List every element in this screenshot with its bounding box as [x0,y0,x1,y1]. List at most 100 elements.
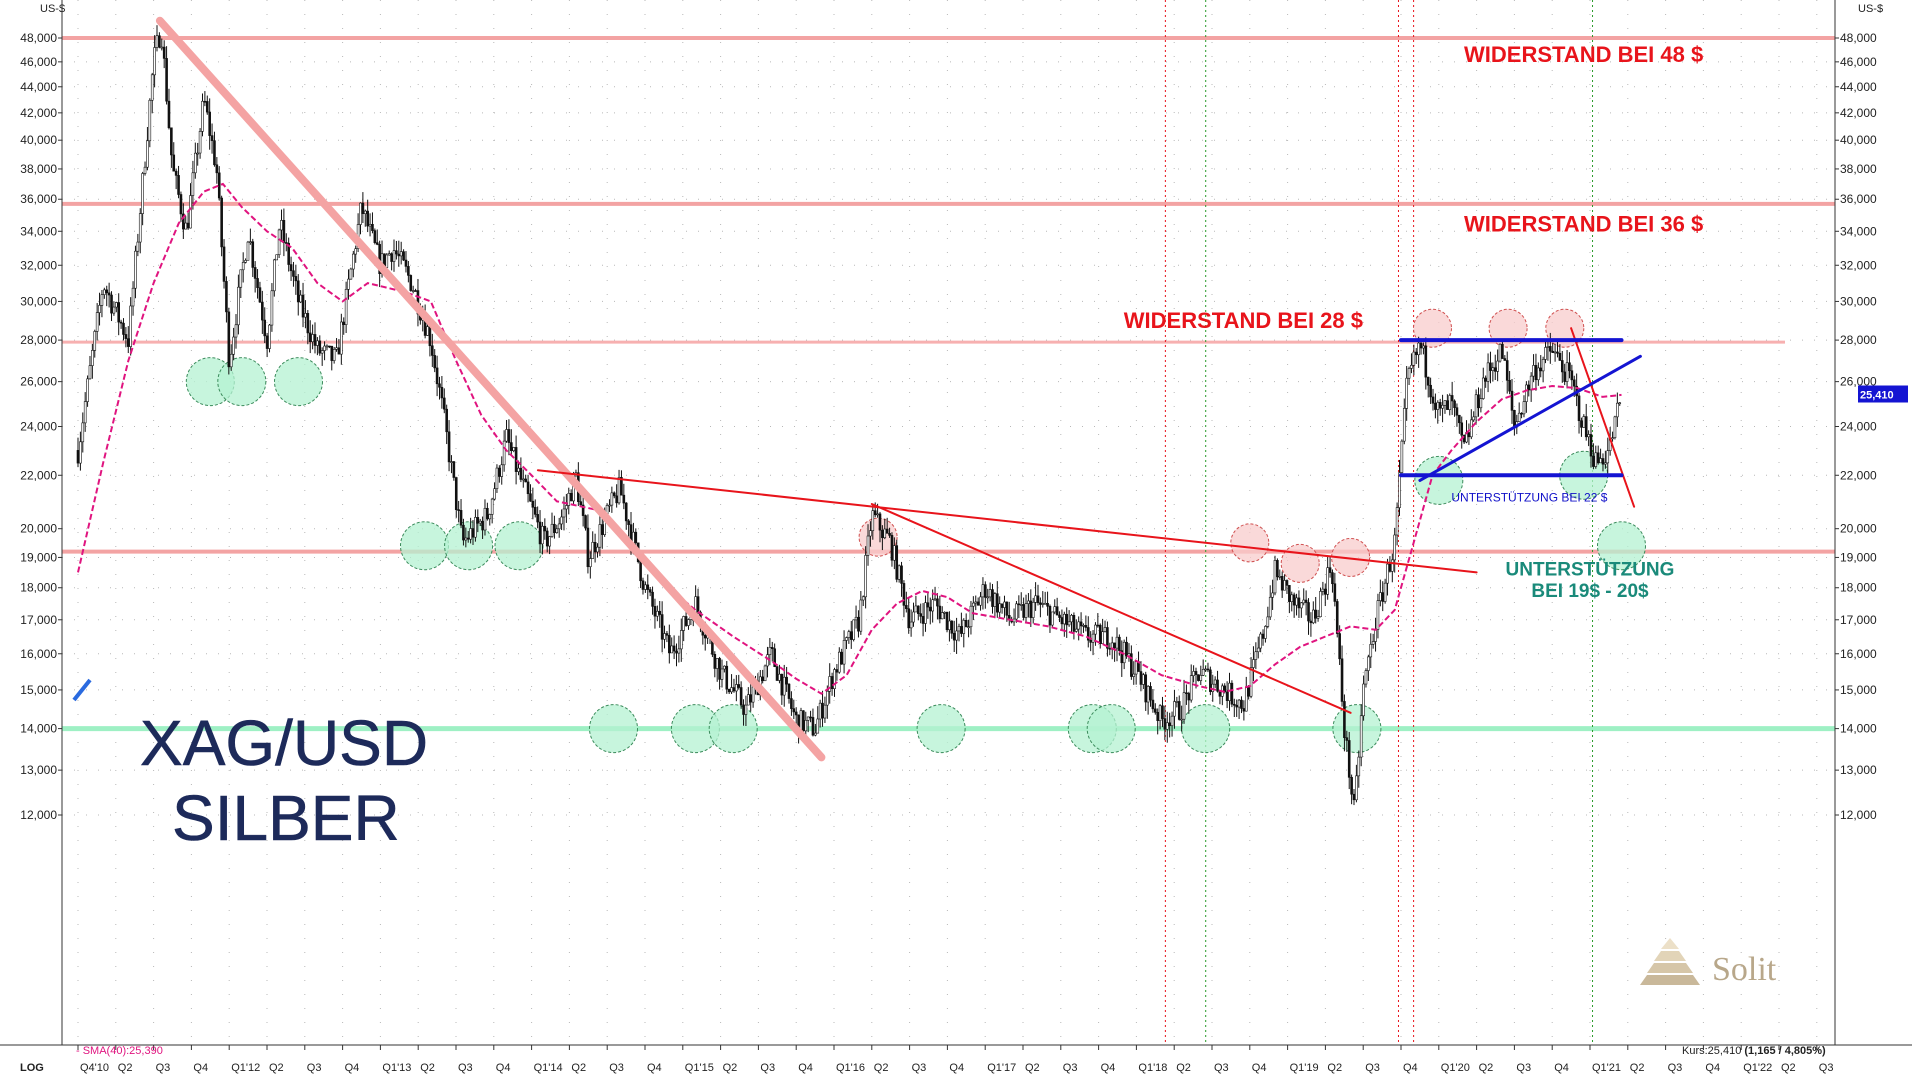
candle-body [1154,708,1157,713]
y-tick-label-right: 14,000 [1840,722,1877,736]
candle-body [129,305,132,347]
x-tick-label: Q2 [1479,1062,1494,1074]
candle-body [1206,668,1210,671]
candle-body [1309,620,1313,624]
solit-logo: Solit [1640,938,1777,988]
candle-body [1034,595,1037,603]
candle-body [466,537,470,540]
annotation-label: UNTERSTÜTZUNG [1506,559,1675,580]
candle-body [1560,360,1564,373]
candle-body [275,254,279,261]
candle-body [330,345,334,361]
candle-body [79,441,82,464]
support-circle [1597,521,1646,571]
candle-body [775,666,779,681]
candle-body [1019,604,1023,606]
candle-body [256,278,259,288]
candle-body [1142,674,1145,685]
x-tick-label: Q4 [1403,1062,1418,1074]
candle-body [893,545,896,561]
candle-body [1527,384,1531,391]
y-tick-label-left: 36,000 [20,192,57,206]
candle-body [210,135,214,141]
candle-body [1467,432,1471,438]
y-tick-label-left: 40,000 [20,133,57,147]
candle-body [672,645,676,652]
y-tick-label-left: 24,000 [20,420,57,434]
candle-body [687,619,690,626]
candle-body [1005,601,1009,616]
candle-body [186,222,190,229]
candle-body [584,515,587,529]
candle-body [1256,647,1260,653]
price-readout-prefix: Kurs:25,410 [1682,1045,1744,1057]
candle-body [426,326,429,336]
candle-body [842,640,846,665]
candle-body [1470,419,1473,438]
candle-body [928,606,932,612]
support-circle [217,357,267,407]
candle-body [742,704,745,715]
candle-body [1589,434,1593,457]
candle-body [1604,462,1607,465]
candle-body [1551,350,1555,353]
candle-body [883,528,887,539]
candle-body [730,687,733,693]
candle-body [160,46,164,49]
candle-body [1082,625,1085,627]
candle-body [737,684,741,688]
vertical-markers [1164,0,1594,1045]
candle-body [1577,395,1581,422]
candle-body [1563,371,1566,382]
candle-body [505,429,508,442]
candle-body [888,533,891,536]
candle-body [88,365,92,380]
candle-body [1429,384,1432,398]
trendline [1570,327,1636,508]
candle-body [213,140,216,166]
candle-body [1398,472,1401,508]
candle-body [526,481,530,495]
trendline [870,503,1352,714]
candle-body [914,605,918,613]
candle-body [1053,606,1057,613]
y-tick-label-left: 46,000 [20,55,57,69]
y-tick-labels: 12,000 12,000 13,000 13,000 14,000 14,000 15,0… [20,31,1877,822]
candle-body [964,619,968,628]
candle-body [1618,402,1622,405]
x-tick-label: Q4 [1705,1062,1720,1074]
y-tick-label-right: 15,000 [1840,683,1877,697]
candle-body [1151,699,1155,710]
y-tick-label-left: 12,000 [20,808,57,822]
candle-body [569,493,573,502]
candle-body [201,100,204,132]
candle-body [469,528,472,540]
candle-body [579,501,583,506]
candle-body [1158,705,1162,721]
candle-body [306,313,310,334]
candle-body [1003,601,1006,608]
candle-body [521,478,525,481]
candle-body [715,658,719,669]
candle-body [1170,715,1174,727]
annotation-label: UNTERSTÜTZUNG BEI 22 $ [1451,490,1607,504]
candle-body [1481,377,1485,399]
candle-body [1182,692,1186,720]
candle-body [433,355,437,369]
candle-body [833,669,836,689]
x-tick-label: Q2 [1781,1062,1796,1074]
y-tick-label-right: 32,000 [1840,258,1877,272]
x-tick-label: Q2 [420,1062,435,1074]
candle-body [1407,368,1411,379]
candle-body [411,290,415,292]
candle-body [249,241,252,243]
candle-body [1074,628,1078,632]
candle-body [679,630,683,650]
y-tick-label-left: 15,000 [20,683,57,697]
candle-body [792,708,796,713]
candle-body [1201,668,1205,676]
trendline [155,16,826,762]
candle-body [1146,686,1150,703]
y-tick-label-left: 22,000 [20,468,57,482]
